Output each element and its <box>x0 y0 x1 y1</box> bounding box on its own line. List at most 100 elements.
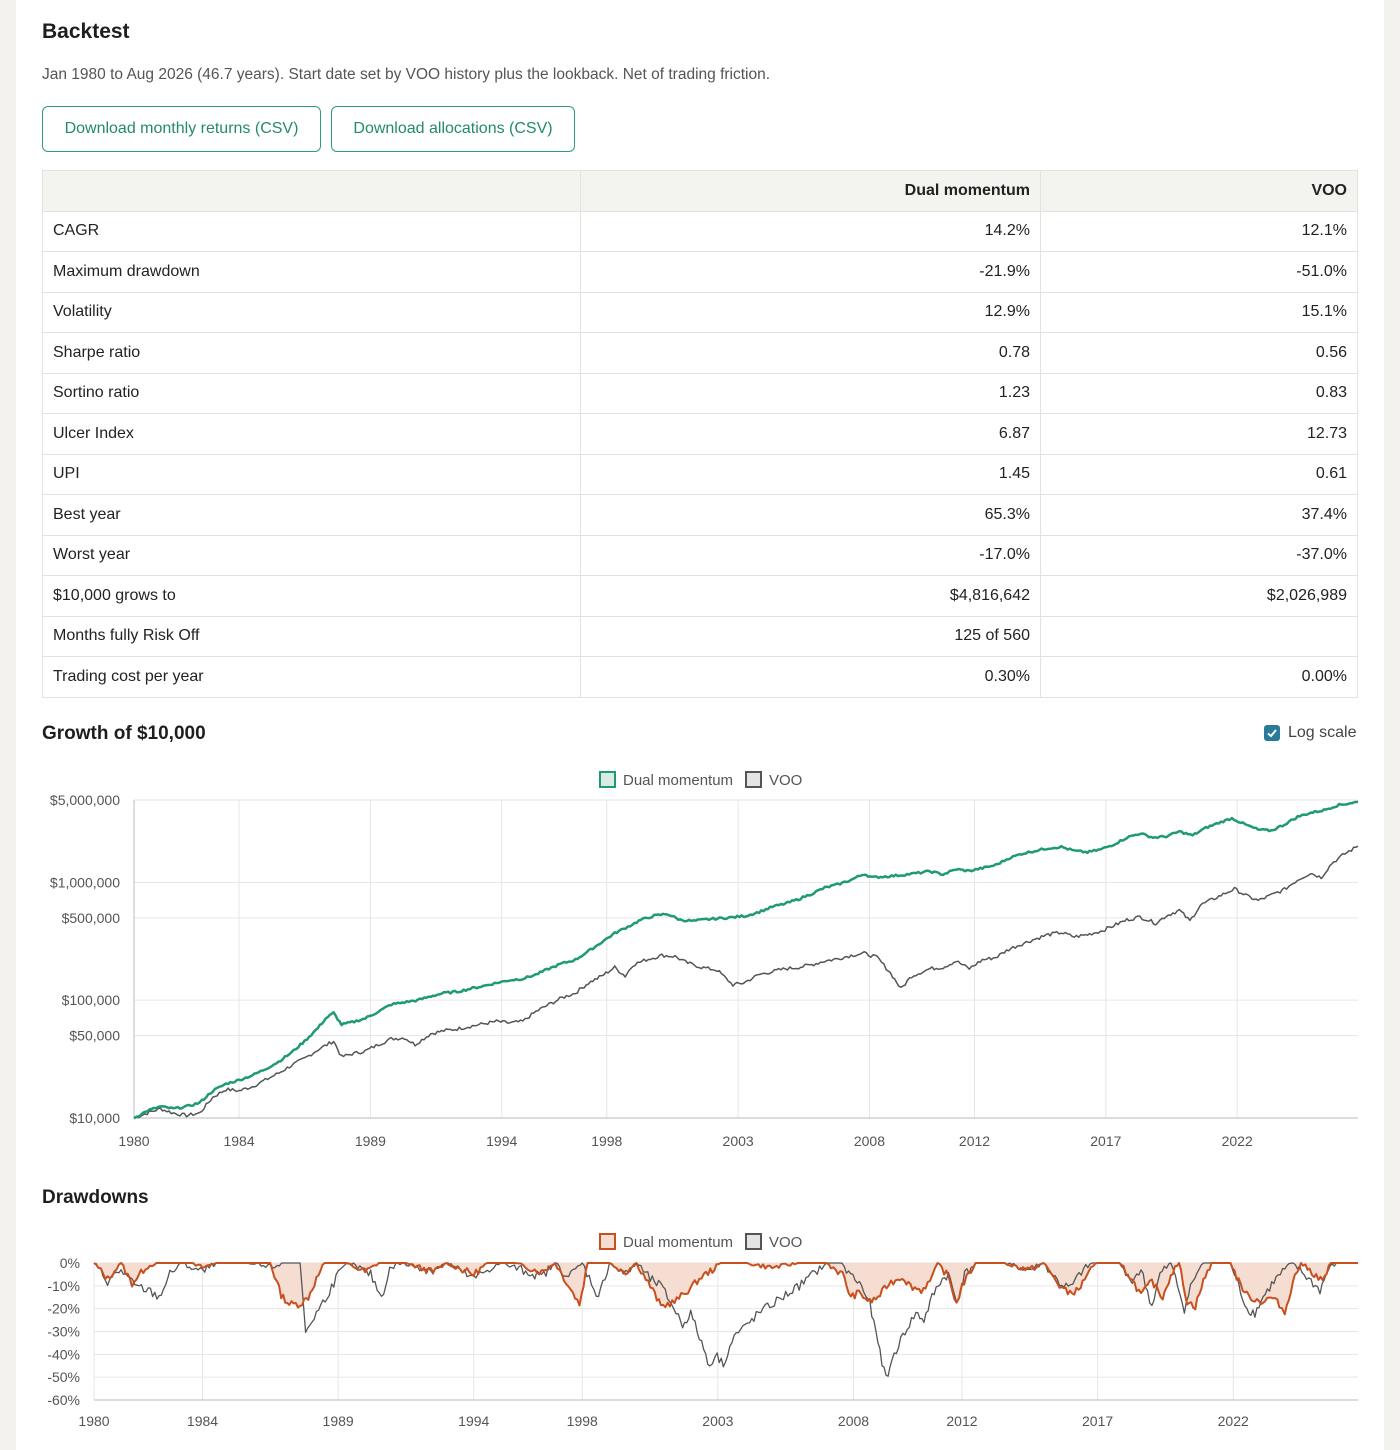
x-tick-label: 2003 <box>723 1133 754 1149</box>
stats-cell-voo: 0.00% <box>1040 656 1358 698</box>
x-tick-label: 1994 <box>458 1413 489 1429</box>
y-tick-label: -60% <box>47 1392 80 1408</box>
stats-cell-dual: 0.78 <box>580 332 1041 374</box>
y-tick-label: -40% <box>47 1346 80 1362</box>
y-tick-label: $10,000 <box>69 1110 120 1126</box>
stats-cell-dual: 65.3% <box>580 494 1041 536</box>
stats-row-label: Months fully Risk Off <box>42 615 581 657</box>
legend-label: Dual momentum <box>623 772 733 789</box>
stats-row-label: Sharpe ratio <box>42 332 581 374</box>
stats-cell-dual: 6.87 <box>580 413 1041 455</box>
y-tick-label: 0% <box>60 1255 80 1271</box>
x-tick-label: 1980 <box>118 1133 149 1149</box>
y-tick-label: $500,000 <box>62 910 121 926</box>
stats-row-label: Maximum drawdown <box>42 251 581 293</box>
table-row: UPI 1.45 0.61 <box>42 453 1358 495</box>
y-tick-label: -50% <box>47 1369 80 1385</box>
stats-cell-voo: -51.0% <box>1040 251 1358 293</box>
legend-label: Dual momentum <box>623 1234 733 1251</box>
x-tick-label: 1989 <box>323 1413 354 1429</box>
y-tick-label: -10% <box>47 1278 80 1294</box>
stats-cell-dual: 1.23 <box>580 372 1041 414</box>
x-tick-label: 2022 <box>1222 1133 1253 1149</box>
stats-cell-dual: $4,816,642 <box>580 575 1041 617</box>
table-row: Maximum drawdown -21.9% -51.0% <box>42 251 1358 293</box>
stats-cell-dual: -17.0% <box>580 534 1041 576</box>
legend-swatch <box>599 1233 616 1250</box>
stats-cell-voo: $2,026,989 <box>1040 575 1358 617</box>
legend-swatch <box>599 771 616 788</box>
x-tick-label: 1980 <box>78 1413 109 1429</box>
x-tick-label: 1998 <box>591 1133 622 1149</box>
stats-row-label: Sortino ratio <box>42 372 581 414</box>
log-scale-toggle[interactable]: Log scale <box>1264 724 1357 742</box>
stats-row-label: Best year <box>42 494 581 536</box>
voo-drawdown-line <box>93 1262 1358 1377</box>
x-tick-label: 2008 <box>838 1413 869 1429</box>
stats-header-row: Dual momentum VOO <box>42 170 1358 212</box>
stats-row-label: Worst year <box>42 534 581 576</box>
drawdown-chart-title: Drawdowns <box>42 1187 149 1208</box>
stats-cell-voo: 0.61 <box>1040 453 1358 495</box>
legend-label: VOO <box>769 772 802 789</box>
log-scale-label: Log scale <box>1288 724 1357 741</box>
stats-cell-dual: -21.9% <box>580 251 1041 293</box>
y-tick-label: $5,000,000 <box>50 792 120 808</box>
stats-cell-voo: 0.83 <box>1040 372 1358 414</box>
y-tick-label: $50,000 <box>69 1028 120 1044</box>
growth-chart-title: Growth of $10,000 <box>42 723 206 744</box>
x-tick-label: 1984 <box>187 1413 218 1429</box>
y-tick-label: $1,000,000 <box>50 874 120 890</box>
stats-row-label: Ulcer Index <box>42 413 581 455</box>
legend-item: VOO <box>745 1233 802 1251</box>
x-tick-label: 2003 <box>702 1413 733 1429</box>
table-row: Months fully Risk Off 125 of 560 <box>42 615 1358 657</box>
voo-growth-line <box>133 845 1359 1119</box>
page-subtitle: Jan 1980 to Aug 2026 (46.7 years). Start… <box>42 66 771 83</box>
x-tick-label: 2017 <box>1090 1133 1121 1149</box>
stats-cell-voo: 12.73 <box>1040 413 1358 455</box>
stats-row-label: $10,000 grows to <box>42 575 581 617</box>
legend-item: Dual momentum <box>599 1233 733 1251</box>
backtest-card: Backtest Jan 1980 to Aug 2026 (46.7 year… <box>16 0 1384 1450</box>
x-tick-label: 2008 <box>854 1133 885 1149</box>
stats-cell-dual: 14.2% <box>580 210 1041 252</box>
stats-table: Dual momentum VOO CAGR 14.2% 12.1% Maximum … <box>42 170 1358 698</box>
stats-cell-dual: 1.45 <box>580 453 1041 495</box>
table-row: $10,000 grows to $4,816,642 $2,026,989 <box>42 575 1358 617</box>
x-tick-label: 1998 <box>567 1413 598 1429</box>
x-tick-label: 1984 <box>223 1133 254 1149</box>
dual-momentum-drawdown-line <box>93 1262 1358 1316</box>
x-tick-label: 1994 <box>486 1133 517 1149</box>
stats-header-dual: Dual momentum <box>580 170 1041 212</box>
growth-chart: Dual momentum VOO 1980 1984 1989 1994 1998 2003… <box>50 771 1359 1149</box>
x-tick-label: 2017 <box>1082 1413 1113 1429</box>
x-tick-label: 1989 <box>355 1133 386 1149</box>
table-row: Worst year -17.0% -37.0% <box>42 534 1358 576</box>
stats-cell-dual: 125 of 560 <box>580 615 1041 657</box>
log-scale-checkbox[interactable] <box>1264 725 1280 741</box>
y-tick-label: -30% <box>47 1324 80 1340</box>
legend-swatch <box>745 771 762 788</box>
stats-cell-voo: -37.0% <box>1040 534 1358 576</box>
table-row: Best year 65.3% 37.4% <box>42 494 1358 536</box>
stats-header-voo: VOO <box>1040 170 1358 212</box>
legend-item: Dual momentum <box>599 771 733 789</box>
page-title: Backtest <box>42 20 130 43</box>
stats-row-label: Trading cost per year <box>42 656 581 698</box>
check-icon <box>1267 729 1277 738</box>
stats-cell-dual: 12.9% <box>580 291 1041 333</box>
dual-momentum-drawdown-area <box>94 1263 1358 1315</box>
stats-cell-voo: 37.4% <box>1040 494 1358 536</box>
x-tick-label: 2012 <box>959 1133 990 1149</box>
stats-header-label <box>42 170 581 212</box>
legend-swatch <box>745 1233 762 1250</box>
drawdown-chart: Dual momentum VOO 1980 1984 1989 1994 1998 2003… <box>47 1233 1358 1429</box>
stats-row-label: Volatility <box>42 291 581 333</box>
table-row: Sortino ratio 1.23 0.83 <box>42 372 1358 414</box>
y-tick-label: $100,000 <box>62 992 121 1008</box>
dual-momentum-growth-line <box>133 800 1359 1120</box>
table-row: Sharpe ratio 0.78 0.56 <box>42 332 1358 374</box>
download-allocations-button[interactable]: Download allocations (CSV) <box>331 106 575 152</box>
download-monthly-returns-button[interactable]: Download monthly returns (CSV) <box>42 106 321 152</box>
